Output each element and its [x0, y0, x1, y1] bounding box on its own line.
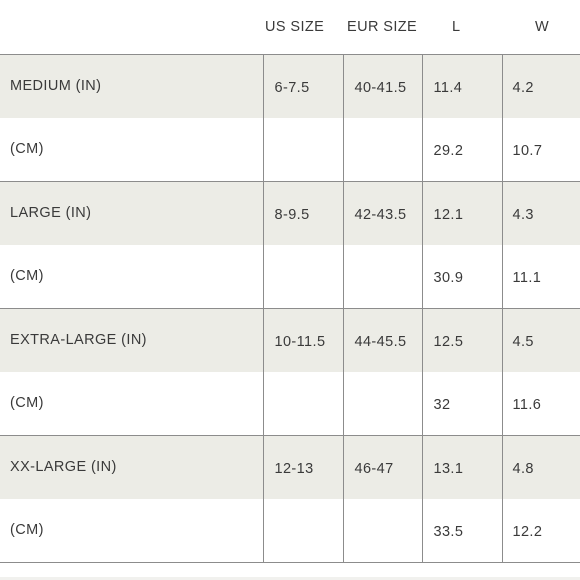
width-cell: 4.8 — [501, 435, 580, 499]
bottom-divider — [0, 577, 580, 580]
header-us-size: US SIZE — [263, 0, 343, 55]
row-label: MEDIUM (IN) — [0, 54, 263, 118]
eur-size-cell — [342, 499, 422, 563]
header-label — [0, 0, 263, 55]
eur-size-cell — [342, 118, 422, 182]
us-size-cell: 6-7.5 — [262, 54, 343, 118]
header-row: US SIZE EUR SIZE L W — [0, 0, 580, 55]
row-label: XX-LARGE (IN) — [0, 435, 263, 499]
length-cell: 11.4 — [421, 54, 502, 118]
table-row: (CM) 30.9 11.1 — [0, 245, 580, 309]
row-label: (CM) — [0, 372, 263, 436]
us-size-cell: 10-11.5 — [262, 308, 343, 372]
eur-size-cell: 42-43.5 — [342, 181, 422, 245]
length-cell: 12.1 — [421, 181, 502, 245]
size-chart-table: US SIZE EUR SIZE L W MEDIUM (IN) 6-7.5 4… — [0, 0, 580, 563]
table-row: (CM) 32 11.6 — [0, 372, 580, 436]
length-cell: 33.5 — [421, 499, 502, 563]
row-label: (CM) — [0, 499, 263, 563]
header-eur-size: EUR SIZE — [343, 0, 422, 55]
us-size-cell: 8-9.5 — [262, 181, 343, 245]
length-cell: 13.1 — [421, 435, 502, 499]
eur-size-cell: 44-45.5 — [342, 308, 422, 372]
eur-size-cell — [342, 245, 422, 309]
table-row: EXTRA-LARGE (IN) 10-11.5 44-45.5 12.5 4.… — [0, 308, 580, 372]
eur-size-cell: 40-41.5 — [342, 54, 422, 118]
row-label: LARGE (IN) — [0, 181, 263, 245]
table-row: MEDIUM (IN) 6-7.5 40-41.5 11.4 4.2 — [0, 54, 580, 118]
width-cell: 4.3 — [501, 181, 580, 245]
us-size-cell — [262, 245, 343, 309]
eur-size-cell: 46-47 — [342, 435, 422, 499]
header-length: L — [422, 0, 502, 55]
us-size-cell — [262, 499, 343, 563]
width-cell: 12.2 — [501, 499, 580, 563]
width-cell: 11.1 — [501, 245, 580, 309]
length-cell: 30.9 — [421, 245, 502, 309]
us-size-cell — [262, 372, 343, 436]
table-row: LARGE (IN) 8-9.5 42-43.5 12.1 4.3 — [0, 181, 580, 245]
table-row: (CM) 33.5 12.2 — [0, 499, 580, 563]
us-size-cell: 12-13 — [262, 435, 343, 499]
table-row: XX-LARGE (IN) 12-13 46-47 13.1 4.8 — [0, 435, 580, 499]
length-cell: 29.2 — [421, 118, 502, 182]
us-size-cell — [262, 118, 343, 182]
width-cell: 4.5 — [501, 308, 580, 372]
width-cell: 10.7 — [501, 118, 580, 182]
row-label: EXTRA-LARGE (IN) — [0, 308, 263, 372]
length-cell: 12.5 — [421, 308, 502, 372]
width-cell: 11.6 — [501, 372, 580, 436]
header-width: W — [502, 0, 580, 55]
length-cell: 32 — [421, 372, 502, 436]
table-row: (CM) 29.2 10.7 — [0, 118, 580, 182]
row-label: (CM) — [0, 118, 263, 182]
eur-size-cell — [342, 372, 422, 436]
row-label: (CM) — [0, 245, 263, 309]
width-cell: 4.2 — [501, 54, 580, 118]
